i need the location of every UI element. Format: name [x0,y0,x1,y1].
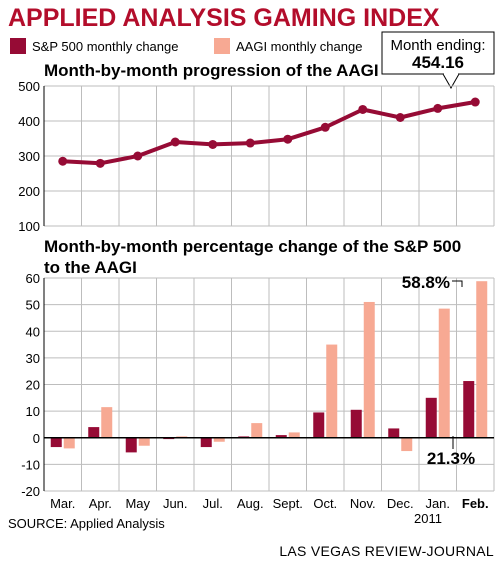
aagi-point-3 [170,137,180,147]
aagi-bar-4 [213,437,225,442]
aagi-point-1 [95,158,105,168]
x-label-11: Feb. [462,496,489,511]
sp500-bar-4 [200,437,212,448]
aagi-point-6 [283,134,293,144]
chart-title: APPLIED ANALYSIS GAMING INDEX [8,4,440,32]
top-y-tick-300: 300 [18,149,40,164]
top-chart-gridlines [43,85,495,227]
source-note: SOURCE: Applied Analysis [8,516,165,531]
bottom-y-tick-30: 30 [26,351,40,366]
x-label-2: May [125,496,150,511]
x-label-9: Dec. [387,496,414,511]
legend-label-aagi: AAGI monthly change [236,39,362,54]
bottom-chart-y-ticks: -20 -10 0 10 20 30 40 50 60 [21,271,40,499]
bottom-chart-bars [44,281,494,453]
bottom-chart-title-line1: Month-by-month percentage change of the … [44,237,461,256]
bottom-y-tick-20: 20 [26,378,40,393]
bottom-y-tick-10: 10 [26,404,40,419]
bottom-chart-title-line2: to the AAGI [44,258,137,277]
aagi-bar-1 [101,407,113,438]
aagi-bar-7 [326,344,338,438]
aagi-bar-0 [63,437,75,449]
callout-pointer [442,73,460,90]
x-label-6: Sept. [273,496,303,511]
bottom-chart-x-labels: Mar. Apr. May Jun. Jul. Aug. Sept. Oct. Nov. Dec.… [50,496,489,511]
sp500-bar-8 [350,409,362,438]
sp500-bar-10 [425,397,437,438]
x-label-8: Nov. [350,496,376,511]
aagi-point-5 [245,138,255,148]
year-label: 2011 [414,511,442,526]
sp500-bar-2 [125,437,137,453]
aagi-bar-5 [251,423,263,438]
aagi-point-2 [133,151,143,161]
credit-line: LAS VEGAS REVIEW-JOURNAL [279,543,494,559]
x-label-1: Apr. [89,496,112,511]
x-label-10: Jan. [425,496,450,511]
bottom-y-tick-0: 0 [33,431,40,446]
aagi-series-line [62,100,476,166]
sp500-bar-11 [463,381,475,438]
aagi-bar-11 [476,281,488,438]
aagi-feb-data-label: 58.8% [402,273,450,292]
aagi-point-8 [358,104,368,114]
aagi-feb-leader-line [452,280,463,287]
aagi-bar-10 [438,308,450,438]
aagi-point-10 [433,103,443,113]
top-y-tick-200: 200 [18,184,40,199]
top-y-tick-500: 500 [18,79,40,94]
bottom-y-tick-40: 40 [26,324,40,339]
aagi-bar-8 [363,301,375,438]
legend-swatch-sp500 [10,38,26,54]
aagi-point-0 [58,156,68,166]
month-ending-callout: Month ending: 454.16 [381,31,495,90]
sp500-bar-7 [313,412,325,438]
top-chart-line [58,97,480,168]
sp500-bar-6 [275,435,287,438]
aagi-bar-9 [401,437,413,452]
top-chart-y-ticks: 100 200 300 400 500 [18,79,40,234]
x-label-5: Aug. [237,496,264,511]
aagi-bar-6 [288,432,300,438]
callout-label: Month ending: [390,37,485,54]
legend-label-sp500: S&P 500 monthly change [32,39,178,54]
legend-swatch-aagi [214,38,230,54]
bottom-y-tick--20: -20 [21,484,40,499]
aagi-point-7 [320,122,330,132]
top-y-tick-400: 400 [18,114,40,129]
x-label-0: Mar. [50,496,75,511]
bottom-y-tick-60: 60 [26,271,40,286]
x-label-3: Jun. [163,496,188,511]
aagi-point-4 [208,139,218,149]
x-label-4: Jul. [203,496,223,511]
sp500-bar-1 [88,427,100,438]
sp500-bar-9 [388,428,400,438]
aagi-point-11 [470,97,480,107]
callout-box [381,31,495,75]
callout-value: 454.16 [412,53,464,72]
top-chart-title: Month-by-month progression of the AAGI [44,61,379,80]
bottom-y-tick-50: 50 [26,298,40,313]
sp500-bar-0 [50,437,62,448]
aagi-point-9 [395,113,405,122]
bottom-y-tick--10: -10 [21,457,40,472]
aagi-bar-2 [138,437,150,446]
sp500-feb-data-label: 21.3% [427,449,475,468]
x-label-7: Oct. [313,496,337,511]
top-y-tick-100: 100 [18,219,40,234]
